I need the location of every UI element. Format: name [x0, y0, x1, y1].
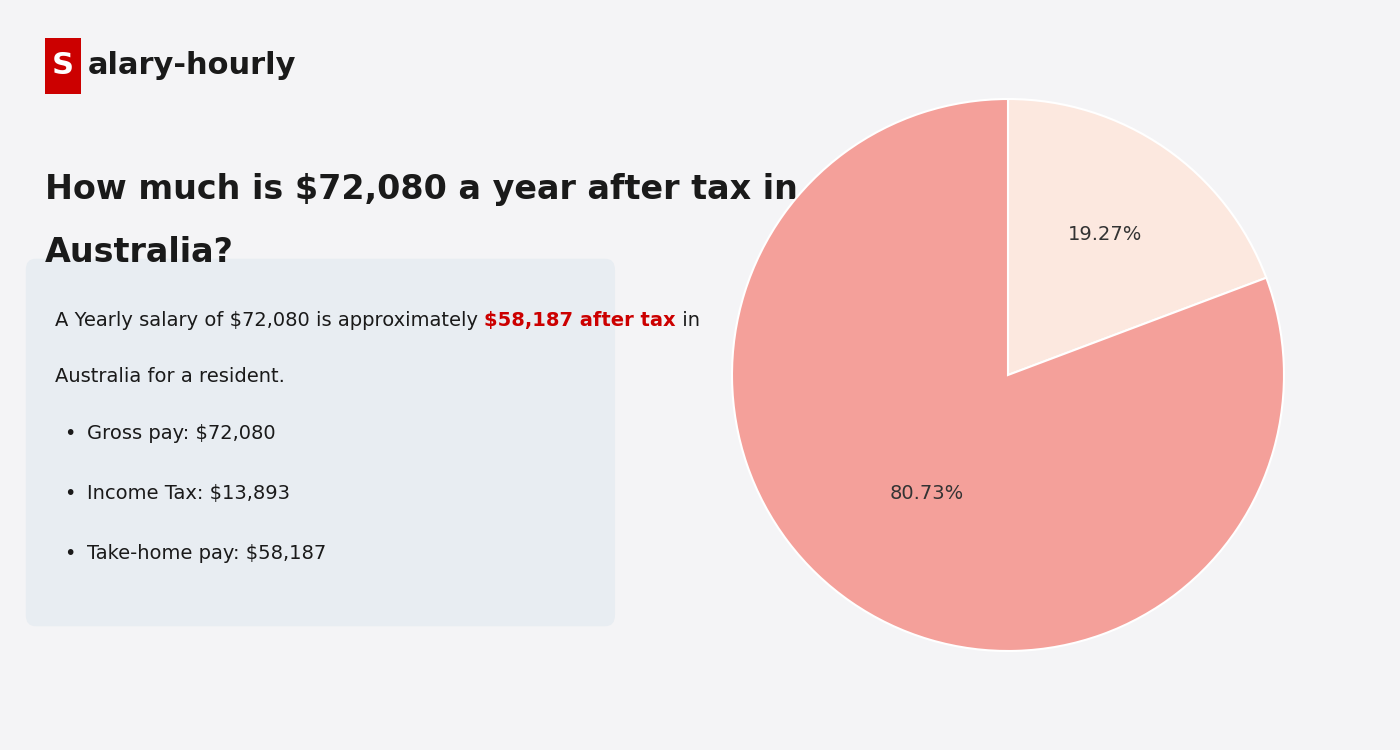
Text: •: • [64, 484, 76, 502]
FancyBboxPatch shape [45, 38, 81, 94]
Text: •: • [64, 424, 76, 442]
Text: Australia?: Australia? [45, 236, 234, 269]
Text: in: in [676, 311, 700, 330]
Text: •: • [64, 544, 76, 562]
Text: 80.73%: 80.73% [889, 484, 963, 502]
Text: Gross pay: $72,080: Gross pay: $72,080 [87, 424, 276, 442]
Legend: Income Tax, Take-home Pay: Income Tax, Take-home Pay [834, 0, 1182, 2]
Text: Australia for a resident.: Australia for a resident. [55, 368, 284, 386]
Wedge shape [732, 99, 1284, 651]
Text: alary-hourly: alary-hourly [88, 51, 297, 80]
Text: S: S [52, 51, 74, 80]
Text: A Yearly salary of $72,080 is approximately: A Yearly salary of $72,080 is approximat… [55, 311, 484, 330]
Wedge shape [1008, 99, 1267, 375]
Text: 19.27%: 19.27% [1068, 225, 1142, 244]
Text: How much is $72,080 a year after tax in: How much is $72,080 a year after tax in [45, 172, 798, 206]
Text: Take-home pay: $58,187: Take-home pay: $58,187 [87, 544, 326, 562]
FancyBboxPatch shape [25, 259, 615, 626]
Text: Income Tax: $13,893: Income Tax: $13,893 [87, 484, 290, 502]
Text: $58,187 after tax: $58,187 after tax [484, 311, 676, 330]
